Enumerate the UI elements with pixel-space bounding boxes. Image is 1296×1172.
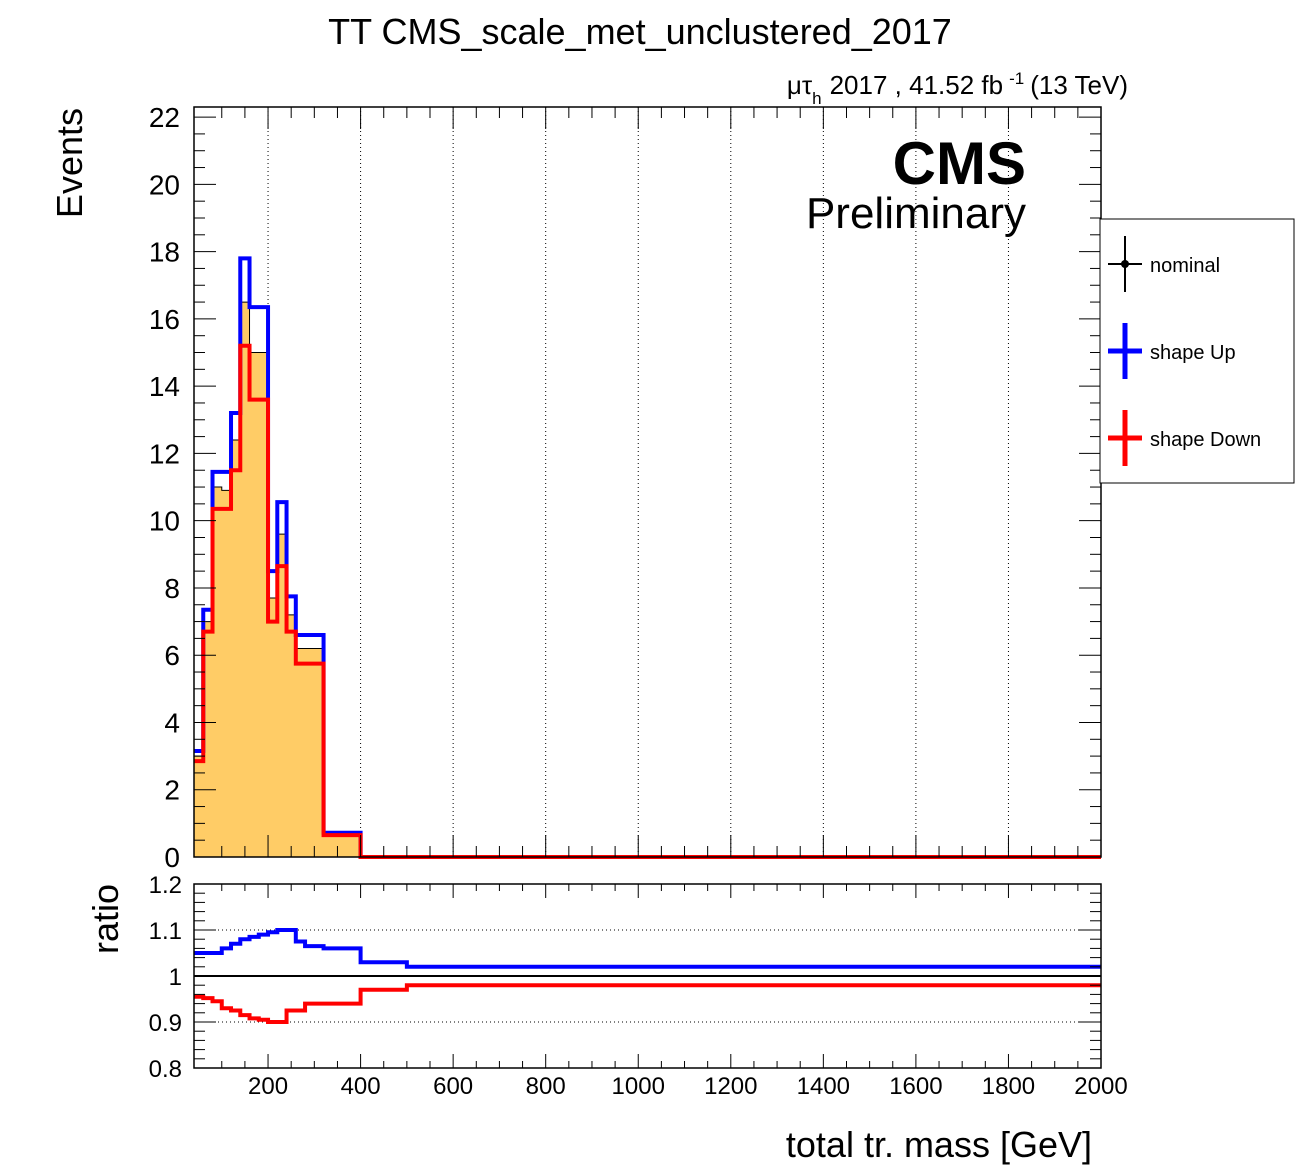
y-tick-label: 4 bbox=[164, 707, 180, 738]
nominal-marker-icon bbox=[1121, 260, 1129, 268]
y-tick-label: 20 bbox=[149, 169, 180, 200]
y-tick-label: 2 bbox=[164, 775, 180, 806]
y-tick-label: 10 bbox=[149, 506, 180, 537]
legend-label-shape-down: shape Down bbox=[1150, 429, 1261, 451]
y-tick-label: 22 bbox=[149, 102, 180, 133]
x-tick-label: 1600 bbox=[889, 1073, 942, 1100]
y-axis-title-ratio: ratio bbox=[85, 884, 126, 954]
lumi-channel-mu: μ bbox=[787, 70, 802, 100]
legend-label-shape-up: shape Up bbox=[1150, 342, 1236, 364]
legend-entry-shape-down: shape Down bbox=[1108, 410, 1261, 466]
y-tick-label: 12 bbox=[149, 438, 180, 469]
main-grid bbox=[267, 107, 1009, 857]
legend-label-nominal: nominal bbox=[1150, 255, 1220, 277]
y-tick-label: 0 bbox=[164, 842, 180, 873]
x-tick-label: 1200 bbox=[704, 1073, 757, 1100]
ratio-y-tick-label: 1.1 bbox=[149, 918, 182, 945]
chart-title: TT CMS_scale_met_unclustered_2017 bbox=[328, 11, 952, 52]
x-tick-label: 2000 bbox=[1074, 1073, 1127, 1100]
ratio-axes: 0.8 0.9 1 1.1 1.2 200 400 600 800 1000 1200 1400 160… bbox=[149, 872, 1128, 1100]
ratio-y-tick-label: 1 bbox=[169, 964, 182, 991]
legend-entry-nominal: nominal bbox=[1108, 236, 1220, 292]
ratio-pad: 0.8 0.9 1 1.1 1.2 200 400 600 800 1000 1200 1400 160… bbox=[149, 872, 1128, 1100]
lumi-energy: (13 TeV) bbox=[1030, 70, 1128, 100]
ratio-shape-down-line bbox=[194, 983, 1101, 1024]
shape-down-histogram bbox=[194, 343, 1101, 859]
cms-label: CMS bbox=[893, 130, 1026, 197]
ratio-y-tick-label: 1.2 bbox=[149, 872, 182, 899]
lumi-channel-sub: h bbox=[812, 89, 821, 108]
x-tick-label: 800 bbox=[526, 1073, 566, 1100]
y-axis-title-events: Events bbox=[49, 108, 90, 218]
main-histogram-pad: 0 2 4 6 8 10 12 14 16 18 20 22 bbox=[149, 102, 1102, 873]
ratio-shape-up-line bbox=[194, 928, 1101, 969]
shape-up-histogram bbox=[194, 256, 1101, 859]
x-tick-label: 400 bbox=[341, 1073, 381, 1100]
main-histograms bbox=[194, 256, 1101, 859]
legend-entry-shape-up: shape Up bbox=[1108, 323, 1236, 379]
lumi-label: μτh 2017 , 41.52 fb -1 (13 TeV) bbox=[787, 69, 1128, 108]
ratio-frame bbox=[193, 883, 1102, 1069]
lumi-superscript: -1 bbox=[1009, 69, 1024, 88]
y-tick-label: 6 bbox=[164, 640, 180, 671]
lumi-channel-tau: τ bbox=[802, 70, 813, 100]
ratio-y-tick-label: 0.9 bbox=[149, 1010, 182, 1037]
nominal-histogram-line bbox=[194, 301, 1101, 858]
lumi-text: 2017 , 41.52 fb bbox=[830, 70, 1003, 100]
cms-sublabel: Preliminary bbox=[806, 189, 1026, 238]
legend: nominal shape Up shape Down bbox=[1099, 218, 1295, 484]
ratio-y-tick-label: 0.8 bbox=[149, 1056, 182, 1083]
ratio-lines bbox=[194, 928, 1101, 1024]
x-tick-label: 200 bbox=[248, 1073, 288, 1100]
x-tick-label: 1400 bbox=[797, 1073, 850, 1100]
x-axis-title: total tr. mass [GeV] bbox=[786, 1124, 1092, 1165]
y-tick-label: 16 bbox=[149, 304, 180, 335]
y-tick-label: 8 bbox=[164, 573, 180, 604]
x-tick-label: 1800 bbox=[982, 1073, 1035, 1100]
y-tick-label: 18 bbox=[149, 237, 180, 268]
y-tick-label: 14 bbox=[149, 371, 180, 402]
main-axes: 0 2 4 6 8 10 12 14 16 18 20 22 bbox=[149, 102, 1102, 873]
x-tick-label: 600 bbox=[433, 1073, 473, 1100]
x-tick-label: 1000 bbox=[612, 1073, 665, 1100]
nominal-histogram-fill bbox=[194, 302, 1101, 857]
